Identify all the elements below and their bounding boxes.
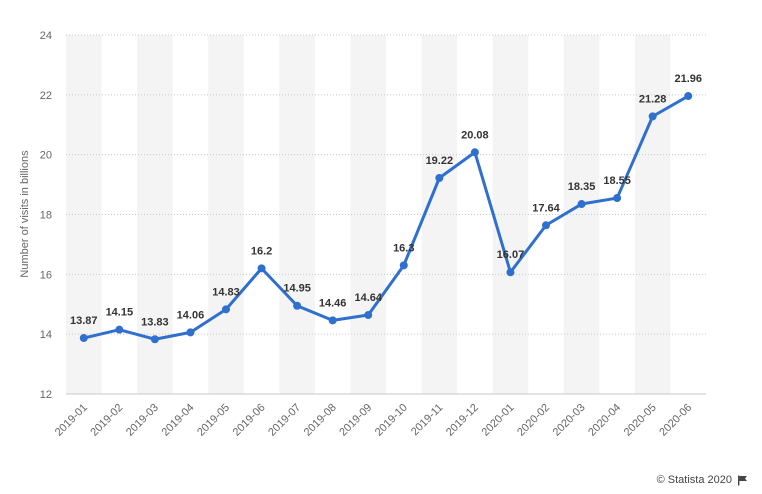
point-2019-04 <box>186 328 195 337</box>
credit[interactable]: © Statista 2020 <box>657 474 748 486</box>
band-2019-09 <box>350 35 386 394</box>
data-label-2019-09: 14.64 <box>354 292 382 304</box>
point-2020-05 <box>648 112 657 121</box>
point-2020-03 <box>577 200 586 209</box>
data-label-2019-11: 19.22 <box>426 155 454 167</box>
data-label-2020-05: 21.28 <box>639 93 667 105</box>
data-label-2020-01: 16.07 <box>497 249 525 261</box>
data-label-2019-06: 16.2 <box>251 245 272 257</box>
y-axis-label: Number of visits in billions <box>19 150 31 278</box>
series-line <box>82 94 690 341</box>
point-2019-07 <box>293 301 302 310</box>
data-label-2020-03: 18.35 <box>568 181 596 193</box>
y-tick-14: 14 <box>40 329 52 341</box>
gridlines <box>66 34 706 395</box>
band-2020-05 <box>634 35 671 394</box>
point-2019-09 <box>364 311 373 320</box>
x-tick-2020-03: 2020-03 <box>551 402 588 439</box>
x-tick-2020-02: 2020-02 <box>515 402 552 439</box>
point-2019-02 <box>115 325 124 334</box>
y-tick-16: 16 <box>40 269 52 281</box>
y-axis-ticks: 12 14 16 18 20 22 24 <box>40 30 52 401</box>
band-2019-11 <box>421 35 458 394</box>
x-tick-2020-05: 2020-05 <box>622 402 659 439</box>
point-2020-02 <box>542 221 550 230</box>
point-2020-06 <box>684 92 693 101</box>
x-tick-2020-01: 2020-01 <box>480 402 517 439</box>
y-tick-12: 12 <box>40 389 52 401</box>
x-axis-ticks: 2019-012019-022019-032019-042019-052019-… <box>53 402 694 439</box>
band-2020-03 <box>563 35 600 394</box>
data-labels: 13.87 14.15 13.83 14.06 14.83 16.2 14.95 14.46 1… <box>70 73 702 328</box>
x-tick-2019-05: 2019-05 <box>195 402 232 439</box>
series-visits <box>79 92 693 344</box>
data-label-2019-02: 14.15 <box>106 307 134 319</box>
background-bands <box>66 35 671 394</box>
y-tick-18: 18 <box>40 210 52 222</box>
point-2019-10 <box>399 261 408 270</box>
x-tick-2019-10: 2019-10 <box>373 402 410 439</box>
x-tick-2019-01: 2019-01 <box>53 402 90 439</box>
point-2019-06 <box>257 264 266 273</box>
x-tick-2019-08: 2019-08 <box>302 402 339 439</box>
credit-text[interactable]: © Statista 2020 <box>656 474 732 486</box>
x-tick-2019-12: 2019-12 <box>444 402 481 439</box>
point-2020-04 <box>613 194 622 203</box>
data-label-2019-07: 14.95 <box>283 283 311 295</box>
data-label-2020-02: 17.64 <box>532 202 560 214</box>
data-label-2019-04: 14.06 <box>177 309 205 321</box>
x-tick-2019-02: 2019-02 <box>88 402 125 439</box>
point-2019-03 <box>150 335 159 344</box>
point-2019-12 <box>470 148 479 157</box>
data-label-2019-01: 13.87 <box>70 315 98 327</box>
data-label-2019-12: 20.08 <box>461 129 489 141</box>
data-label-2019-10: 16.3 <box>393 242 414 254</box>
x-tick-2019-06: 2019-06 <box>231 402 268 439</box>
point-2019-08 <box>328 316 337 325</box>
x-tick-2019-11: 2019-11 <box>409 402 445 438</box>
point-2019-05 <box>222 305 230 314</box>
y-tick-22: 22 <box>40 90 52 102</box>
data-label-2020-04: 18.55 <box>603 175 631 187</box>
point-2020-01 <box>506 268 515 277</box>
y-tick-20: 20 <box>40 150 52 162</box>
x-tick-2020-04: 2020-04 <box>586 402 623 439</box>
point-2019-11 <box>435 174 444 183</box>
y-tick-24: 24 <box>40 30 52 42</box>
data-label-2020-06: 21.96 <box>674 73 702 85</box>
point-2019-01 <box>79 334 88 343</box>
x-tick-2019-09: 2019-09 <box>337 402 374 439</box>
data-label-2019-03: 13.83 <box>141 316 169 328</box>
flag-icon[interactable] <box>737 475 748 486</box>
band-2019-03 <box>137 35 173 394</box>
data-label-2019-08: 14.46 <box>319 297 347 309</box>
data-label-2019-05: 14.83 <box>212 286 240 298</box>
x-tick-2020-06: 2020-06 <box>657 402 694 439</box>
x-tick-2019-07: 2019-07 <box>266 402 303 439</box>
x-tick-2019-04: 2019-04 <box>160 402 197 439</box>
x-tick-2019-03: 2019-03 <box>124 402 161 439</box>
